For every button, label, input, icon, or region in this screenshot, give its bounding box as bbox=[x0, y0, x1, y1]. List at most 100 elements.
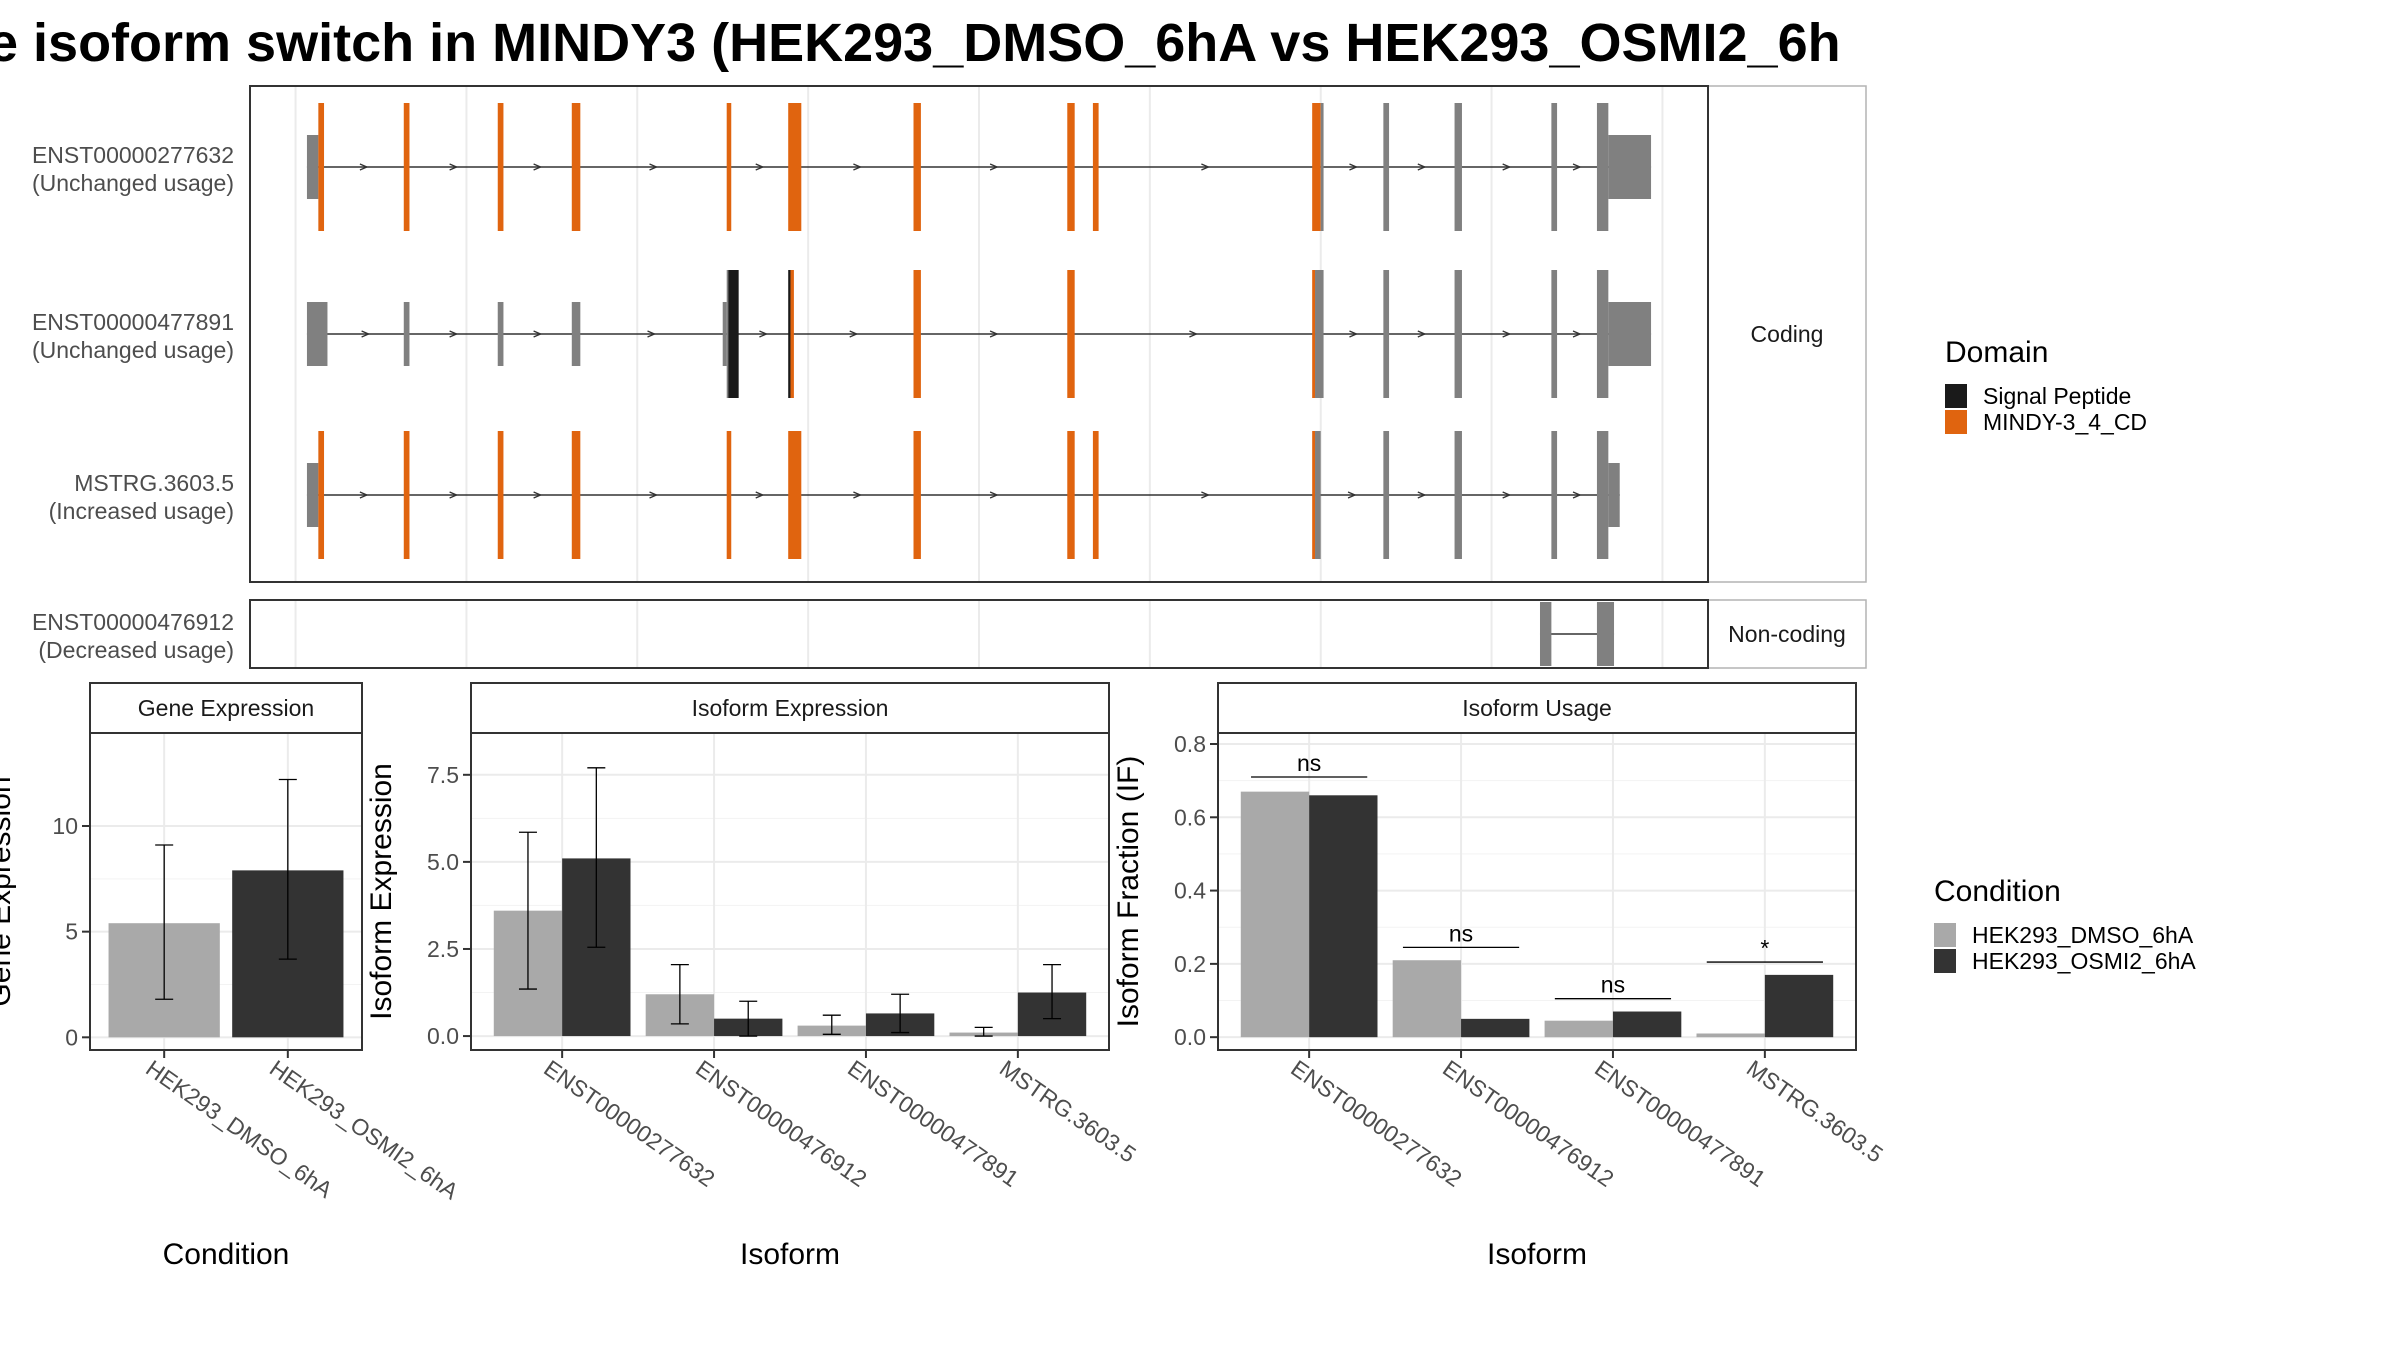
strand-arrow bbox=[449, 491, 459, 499]
domain-exon bbox=[1092, 103, 1099, 231]
y-tick-label: 0.0 bbox=[1174, 1024, 1206, 1050]
transcript-label: ENST00000277632 bbox=[32, 142, 234, 168]
strand-arrow bbox=[533, 163, 543, 171]
legend-swatch bbox=[1934, 923, 1956, 947]
transcript-usage-label: (Unchanged usage) bbox=[32, 337, 234, 363]
strand-arrow bbox=[755, 491, 765, 499]
transcript-usage-label: (Increased usage) bbox=[49, 498, 234, 524]
domain-exon bbox=[788, 103, 802, 231]
domain-exon bbox=[403, 431, 410, 559]
x-tick-label: MSTRG.3603.5 bbox=[995, 1055, 1141, 1168]
exon bbox=[403, 302, 410, 366]
domain-exon bbox=[726, 431, 732, 559]
transcript-usage-label: (Decreased usage) bbox=[38, 637, 234, 663]
bar bbox=[1612, 1011, 1682, 1038]
y-tick-label: 0.2 bbox=[1174, 951, 1206, 977]
y-tick-label: 0.6 bbox=[1174, 804, 1206, 830]
signal-peptide-exon bbox=[788, 270, 791, 398]
signal-peptide-exon bbox=[728, 270, 739, 398]
x-axis-title: Isoform bbox=[740, 1238, 840, 1271]
y-tick-label: 2.5 bbox=[427, 936, 459, 962]
transcript-MSTRG.3603.5 bbox=[306, 431, 1620, 559]
domain-exon bbox=[571, 103, 581, 231]
domain-exon bbox=[913, 103, 921, 231]
strand-arrow bbox=[1417, 163, 1427, 171]
strand-arrow bbox=[649, 491, 659, 499]
strand-arrow bbox=[755, 163, 765, 171]
domain-exon bbox=[318, 431, 325, 559]
legend-title: Condition bbox=[1934, 875, 2061, 908]
strand-arrow bbox=[849, 330, 859, 338]
domain-exon bbox=[1092, 431, 1099, 559]
domain-exon bbox=[318, 103, 325, 231]
y-tick-label: 0.8 bbox=[1174, 731, 1206, 757]
legend-label: HEK293_DMSO_6hA bbox=[1972, 922, 2194, 948]
y-tick-label: 0.0 bbox=[427, 1023, 459, 1049]
exon bbox=[722, 302, 727, 366]
facet-strip bbox=[1707, 599, 1867, 669]
exon bbox=[1551, 103, 1558, 231]
legend-label: Signal Peptide bbox=[1983, 383, 2131, 409]
exon bbox=[571, 302, 581, 366]
panel-strip bbox=[1217, 682, 1857, 734]
y-tick-label: 0.4 bbox=[1174, 878, 1206, 904]
panel-title: Isoform Usage bbox=[1462, 695, 1612, 721]
domain-exon bbox=[1312, 103, 1321, 231]
strand-arrow bbox=[533, 491, 543, 499]
exon bbox=[306, 302, 328, 366]
y-tick-label: 10 bbox=[52, 813, 78, 839]
facet-label-non-coding: Non-coding bbox=[1728, 621, 1846, 647]
panel-title: Gene Expression bbox=[138, 695, 314, 721]
strand-arrow bbox=[647, 330, 657, 338]
bar bbox=[1240, 791, 1310, 1038]
strand-arrow bbox=[853, 163, 863, 171]
exon bbox=[306, 463, 319, 527]
exon bbox=[1383, 103, 1390, 231]
strand-arrow bbox=[359, 491, 369, 499]
x-axis-title: Isoform bbox=[1487, 1238, 1587, 1271]
exon bbox=[1383, 431, 1390, 559]
y-axis-title: Isoform Fraction (IF) bbox=[1112, 756, 1145, 1028]
exon bbox=[1539, 602, 1552, 666]
panel-strip bbox=[470, 682, 1110, 734]
strand-arrow bbox=[361, 330, 371, 338]
exon bbox=[1315, 431, 1321, 559]
strand-arrow bbox=[1417, 330, 1427, 338]
significance-label: ns bbox=[1297, 750, 1321, 776]
exon bbox=[1596, 602, 1615, 666]
domain-exon bbox=[497, 103, 504, 231]
strand-arrow bbox=[449, 163, 459, 171]
panel-strip bbox=[89, 682, 363, 734]
facet-border bbox=[249, 85, 1709, 583]
transcript-ENST00000277632 bbox=[306, 103, 1652, 231]
panel-title: Isoform Expression bbox=[692, 695, 889, 721]
strand-arrow bbox=[853, 491, 863, 499]
domain-exon bbox=[788, 431, 802, 559]
domain-exon bbox=[1312, 270, 1316, 398]
bar bbox=[1309, 795, 1378, 1038]
exon bbox=[1608, 463, 1620, 527]
exon bbox=[1454, 270, 1462, 398]
legend-title: Domain bbox=[1945, 336, 2048, 369]
strand-arrow bbox=[649, 163, 659, 171]
legend-swatch bbox=[1945, 410, 1967, 434]
strand-arrow bbox=[1502, 330, 1512, 338]
bar bbox=[1764, 974, 1834, 1038]
strand-arrow bbox=[989, 330, 999, 338]
domain-exon bbox=[790, 270, 794, 398]
bar bbox=[1461, 1018, 1530, 1038]
domain-exon bbox=[403, 103, 410, 231]
domain-exon bbox=[1067, 270, 1075, 398]
exon bbox=[1320, 103, 1324, 231]
x-axis-title: Condition bbox=[163, 1238, 290, 1271]
significance-label: * bbox=[1760, 935, 1769, 961]
exon bbox=[1596, 103, 1609, 231]
y-tick-label: 5 bbox=[65, 919, 78, 945]
strand-arrow bbox=[1572, 330, 1582, 338]
exon bbox=[1596, 431, 1609, 559]
strand-arrow bbox=[1417, 491, 1427, 499]
domain-exon bbox=[1067, 103, 1075, 231]
legend-swatch bbox=[1945, 384, 1967, 408]
